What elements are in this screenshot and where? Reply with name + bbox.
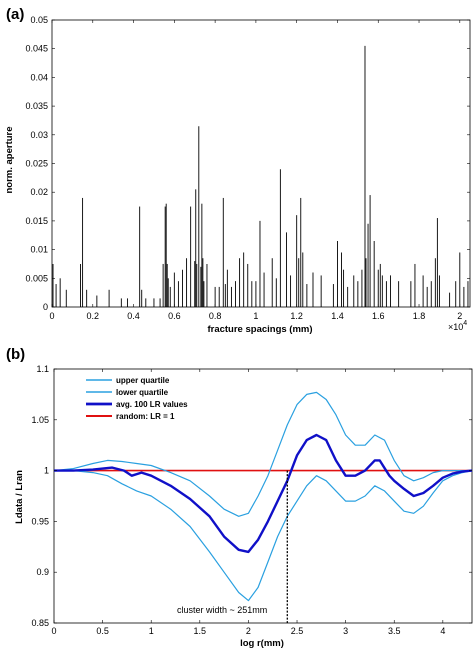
- x-tick-label: 0.8: [209, 311, 222, 321]
- x-tick-label: 1.8: [413, 311, 426, 321]
- y-tick-label: 1.1: [36, 364, 49, 374]
- legend-upper-quartile-label: upper quartile: [116, 376, 170, 385]
- x-tick-label: 0.6: [168, 311, 181, 321]
- panel-b-lines: [53, 391, 473, 602]
- x-tick-label: 1: [149, 626, 154, 636]
- legend-lower-quartile-label: lower quartile: [116, 388, 169, 397]
- panel-b-label: (b): [6, 346, 25, 363]
- y-tick-label: 1: [44, 466, 49, 476]
- x-tick-label: 0.4: [127, 311, 140, 321]
- y-tick-label: 0.04: [30, 72, 48, 82]
- cluster-width-annotation: cluster width ~ 251mm: [177, 605, 267, 615]
- panel-b-y-axis-label: Ldata / Lran: [14, 470, 25, 524]
- panel-b-plot-frame: [53, 368, 473, 624]
- x-tick-label: 1: [253, 311, 258, 321]
- panel-a-x-multiplier-exponent: 4: [463, 320, 467, 327]
- lower-quartile-line: [54, 470, 473, 602]
- y-tick-label: 0.005: [25, 273, 48, 283]
- y-tick-label: 0.05: [30, 15, 48, 25]
- panel-a-y-ticks: 0 0.005 0.01 0.015 0.02 0.025 0.03 0.035 0.04 0.0…: [25, 15, 470, 312]
- panel-b-annotation: cluster width ~ 251mm: [177, 470, 288, 623]
- panel-a-bars: [52, 45, 469, 307]
- x-tick-label: 0: [51, 626, 56, 636]
- x-tick-label: 2: [246, 626, 251, 636]
- y-tick-label: 0.01: [30, 245, 48, 255]
- panel-a-x-ticks: 0 0.2 0.4 0.6 0.8 1 1.2 1.4 1.6 1.8 2: [49, 20, 462, 321]
- panel-b-chart: 0 0.5 1 1.5 2 2.5 3 3.5 4 0.85 0.9 0.95 1 1.05 1.1 up…: [31, 364, 473, 636]
- panel-b-x-axis-label: log r(mm): [240, 638, 284, 649]
- y-tick-label: 0: [43, 302, 48, 312]
- x-tick-label: 1.4: [331, 311, 344, 321]
- panel-a-x-multiplier-base: ×10: [448, 322, 463, 332]
- y-tick-label: 0.85: [31, 618, 49, 628]
- panel-b-x-ticks: 0 0.5 1 1.5 2 2.5 3 3.5 4: [51, 369, 445, 636]
- upper-quartile-line: [53, 391, 472, 517]
- y-tick-label: 0.9: [36, 567, 49, 577]
- panel-a-x-axis-label: fracture spacings (mm): [207, 324, 312, 335]
- legend-random-lr-label: random: LR = 1: [116, 412, 175, 421]
- y-tick-label: 0.015: [25, 216, 48, 226]
- panel-b-y-ticks: 0.85 0.9 0.95 1 1.05 1.1: [31, 364, 472, 628]
- y-tick-label: 0.045: [25, 44, 48, 54]
- y-tick-label: 0.03: [30, 130, 48, 140]
- x-tick-label: 0.5: [96, 626, 109, 636]
- x-tick-label: 2: [457, 311, 462, 321]
- x-tick-label: 1.2: [290, 311, 303, 321]
- panel-a-x-multiplier: ×104: [448, 320, 467, 332]
- x-tick-label: 3.5: [388, 626, 401, 636]
- x-tick-label: 0: [49, 311, 54, 321]
- x-tick-label: 2.5: [291, 626, 304, 636]
- x-tick-label: 1.6: [372, 311, 385, 321]
- x-tick-label: 1.5: [194, 626, 207, 636]
- legend-average-lr-label: avg. 100 LR values: [116, 400, 188, 409]
- y-tick-label: 0.035: [25, 101, 48, 111]
- x-tick-label: 3: [343, 626, 348, 636]
- y-tick-label: 0.025: [25, 159, 48, 169]
- y-tick-label: 1.05: [31, 415, 49, 425]
- panel-a-plot-frame: [51, 19, 471, 308]
- panel-a-y-axis-label: norm. aperture: [4, 126, 15, 193]
- panel-b-legend: upper quartile lower quartile avg. 100 LR …: [86, 376, 188, 421]
- average-lr-line: [54, 433, 473, 554]
- y-tick-label: 0.02: [30, 187, 48, 197]
- x-tick-label: 0.2: [87, 311, 100, 321]
- panel-a-label: (a): [6, 6, 24, 23]
- x-tick-label: 4: [440, 626, 445, 636]
- panel-a-chart: 0 0.2 0.4 0.6 0.8 1 1.2 1.4 1.6 1.8 2 0 0.005 0.01 0.…: [25, 15, 471, 321]
- y-tick-label: 0.95: [31, 516, 49, 526]
